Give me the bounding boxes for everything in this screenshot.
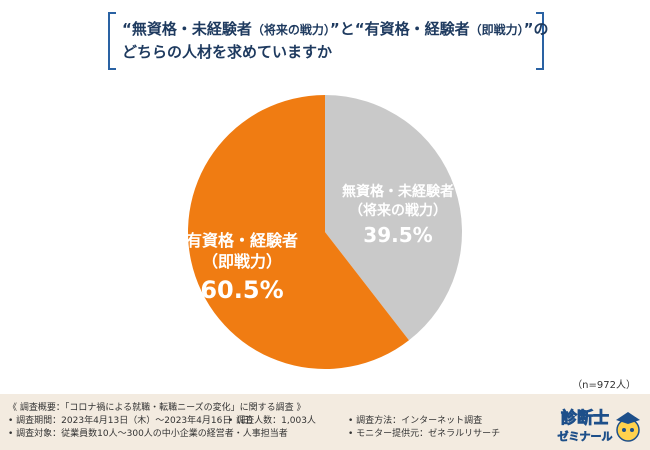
chart-title: “無資格・未経験者（将来の戦力）”と“有資格・経験者（即戦力）”の どちらの人材… [122,18,548,63]
logo-text-line2: ゼミナール [558,429,613,443]
chart-title-line2: どちらの人材を求めていますか [122,43,333,61]
title-bracket-right [536,12,544,70]
logo-mascot-icon [616,412,640,442]
pie-slice-2 [188,95,409,369]
chart-title-line1: “無資格・未経験者（将来の戦力）”と“有資格・経験者（即戦力）”の [122,18,548,41]
survey-overview: 《 調査概要：「コロナ禍による就職・転職ニーズの変化」に関する調査 》 • 調査… [8,402,538,441]
title-part: “無資格・未経験者 [122,20,252,38]
survey-title: 《 調査概要：「コロナ禍による就職・転職ニーズの変化」に関する調査 》 [8,403,306,413]
slice-label-sub-1: （将来の戦力） [349,202,447,219]
survey-row-2: • 調査対象：従業員数10人〜300人の中小企業の経営者・人事担当者 • モニタ… [8,428,538,441]
title-part-small: （即戦力） [469,23,524,37]
survey-period: • 調査期間：2023年4月13日（木）〜2023年4月16日（日） [8,416,259,426]
slice-label-sub-2: （即戦力） [202,252,282,271]
survey-method: • 調査方法：インターネット調査 [348,416,483,426]
title-part-small: （将来の戦力） [251,23,330,37]
pie-slice-1 [325,95,463,341]
footer-band [0,394,650,450]
shindanshi-seminar-logo: 診断士 ゼミナール [557,408,640,443]
chart-title-frame: “無資格・未経験者（将来の戦力）”と“有資格・経験者（即戦力）”の どちらの人材… [108,12,548,70]
logo-text-line1: 診断士 [561,408,609,427]
pie-chart: 無資格・未経験者 （将来の戦力） 39.5% 有資格・経験者 （即戦力） 60.5% [186,95,463,369]
title-part: ”の [523,20,549,38]
title-part: ”と“有資格・経験者 [329,20,470,38]
title-bracket-left [108,12,116,70]
slice-label-name-2: 有資格・経験者 [186,231,298,250]
slice-label-value-2: 60.5% [200,276,283,304]
survey-count: • 調査人数：1,003人 [228,416,316,426]
survey-target: • 調査対象：従業員数10人〜300人の中小企業の経営者・人事担当者 [8,429,288,439]
slice-label-name-1: 無資格・未経験者 [342,183,454,200]
survey-row-1: • 調査期間：2023年4月13日（木）〜2023年4月16日（日） • 調査人… [8,415,538,428]
sample-size-note: （n=972人） [572,380,636,391]
survey-provider: • モニター提供元：ゼネラルリサーチ [348,429,501,439]
slice-label-value-1: 39.5% [363,223,432,247]
